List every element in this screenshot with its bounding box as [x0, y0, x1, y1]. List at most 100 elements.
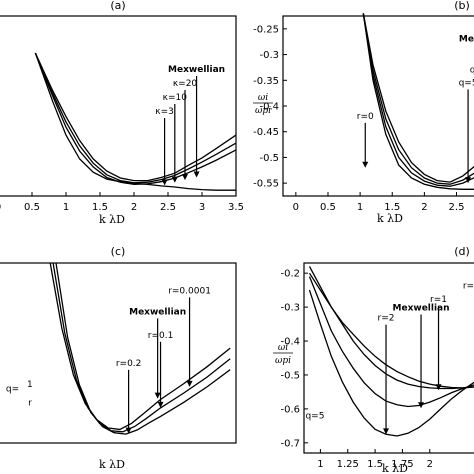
x-axis-label-c: k λD [99, 458, 125, 471]
x-tick-label-a-5: 2.5 [160, 202, 176, 213]
y-tick-label-d-0: -0.2 [280, 269, 300, 280]
curve-a-3 [34, 52, 237, 186]
annotations-b: Mex q q=5 r=0 [357, 35, 474, 184]
y-tick-label-b-4: -0.45 [253, 127, 279, 138]
x-tick-label-a-2: 1 [63, 202, 69, 213]
plot-frame-d [303, 262, 474, 454]
x-tick-label-a-7: 3.5 [228, 202, 244, 213]
annotation-arrowhead-a-0 [193, 171, 200, 178]
y-tick-label-d-1: -0.3 [280, 303, 300, 314]
curve-d-3 [308, 289, 474, 437]
axis-ticks-d: 1 1.25 1.5 1.75 2 -0.2 -0.3 -0.4 -0.5 -0.6 -0.7 [280, 269, 432, 470]
panel-d: (d) 1 1.25 1.5 1.75 2 -0.2 -0.3 -0.4 -0.5 -0.6 -0.… [273, 245, 474, 474]
curves-d [308, 266, 474, 437]
panel-label-c: (c) [111, 245, 126, 258]
curve-c-2 [52, 262, 231, 433]
x-tick-label-d-1: 1.25 [337, 459, 359, 470]
x-tick-label-d-2: 1.5 [367, 459, 383, 470]
curve-d-4 [308, 272, 474, 389]
annotation-d-4: q=5 [305, 411, 324, 421]
curve-d-1 [308, 266, 474, 390]
y-tick-label-b-6: -0.55 [253, 179, 279, 190]
annotation-arrowhead-b-2 [465, 177, 472, 184]
y-tick-label-d-5: -0.7 [280, 438, 300, 449]
y-tick-label-b-3: -0.4 [259, 102, 279, 113]
annotation-c-1: r=0.0001 [168, 286, 211, 296]
x-tick-label-b-0: 0 [293, 202, 299, 213]
x-axis-label-d: k λD [382, 462, 408, 474]
x-tick-label-a-1: 0.5 [24, 202, 40, 213]
annotation-c-4: q= [6, 385, 19, 395]
x-tick-label-b-5: 2.5 [449, 202, 465, 213]
panel-c: (c) Mexwellian r=0.0001 r=0.1 r=0.2 q= 1 r k λ… [0, 245, 237, 471]
annotation-b-2: q=5 [459, 78, 474, 88]
annotation-d-1: r=0 [463, 281, 474, 291]
x-axis-label-a: k λD [99, 213, 125, 226]
x-tick-label-d-4: 2 [427, 459, 433, 470]
y-axis-label-num-d: ωi [278, 343, 288, 353]
x-tick-label-a-0: 0 [0, 202, 1, 213]
x-ticks-a: 0 0.5 1 1.5 2 2.5 3 3.5 [0, 192, 244, 213]
annotations-c: Mexwellian r=0.0001 r=0.1 r=0.2 q= 1 r [6, 286, 211, 434]
curve-b-2 [362, 13, 474, 185]
y-tick-label-d-3: -0.5 [280, 370, 300, 381]
curve-c-1 [49, 262, 231, 431]
curve-b-1 [362, 13, 474, 183]
curves-b [362, 13, 474, 190]
curve-d-2 [308, 276, 474, 408]
annotation-c-3: r=0.2 [116, 359, 142, 369]
x-axis-label-b: k λD [377, 212, 403, 225]
y-axis-label-num-b: ωi [258, 93, 268, 103]
annotation-arrowhead-a-1 [182, 174, 188, 181]
annotation-arrowhead-a-2 [171, 176, 178, 183]
annotations-a: Mexwellian κ=20 κ=10 κ=3 [155, 65, 225, 186]
panel-label-d: (d) [454, 245, 470, 258]
annotation-c-0: Mexwellian [129, 307, 186, 317]
panel-a: (a) 0 0.5 1 1.5 2 2.5 3 3.5 Mexwellian κ=20 κ=10 κ… [0, 0, 244, 226]
y-tick-label-b-5: -0.5 [259, 153, 279, 164]
annotation-c-2: r=0.1 [148, 331, 174, 341]
annotation-d-0: Mexwellian [393, 304, 450, 314]
annotation-arrowhead-d-3 [383, 428, 390, 435]
y-tick-label-b-2: -0.35 [253, 76, 279, 87]
annotation-arrowhead-c-2 [157, 401, 164, 408]
y-axis-label-den-b: ωpi [255, 106, 271, 116]
annotations-d: Mexwellian r=0 r=1 r=2 q=5 [305, 281, 474, 435]
annotation-a-2: κ=10 [163, 93, 188, 103]
panel-label-a: (a) [110, 0, 125, 12]
curve-a-1 [34, 52, 237, 182]
y-axis-label-den-d: ωpi [275, 356, 291, 366]
axis-ticks-b: 0 0.5 1 1.5 2 2.5 -0.25 -0.3 -0.35 -0.4 -0.45 -0.5 -… [253, 24, 464, 213]
y-tick-label-d-2: -0.4 [280, 337, 300, 348]
annotation-arrowhead-b-3 [362, 161, 369, 168]
x-tick-label-a-4: 2 [131, 202, 137, 213]
curves-a [34, 52, 237, 191]
annotation-d-2: r=1 [430, 295, 447, 305]
annotation-b-3: r=0 [357, 112, 374, 122]
curves-c [49, 262, 231, 435]
y-tick-label-b-0: -0.25 [253, 24, 279, 35]
annotation-a-3: κ=3 [155, 107, 174, 117]
annotation-b-0: Mex [459, 35, 474, 45]
curve-a-4 [34, 52, 236, 191]
x-tick-label-d-3: 1.75 [391, 459, 413, 470]
curve-b-4 [362, 13, 474, 190]
annotation-c-6: r [28, 399, 32, 409]
annotation-arrowhead-c-3 [125, 427, 132, 434]
panel-label-b: (b) [454, 0, 470, 12]
annotation-d-3: r=2 [378, 314, 395, 324]
curve-c-3 [55, 262, 231, 435]
y-tick-label-b-1: -0.3 [259, 50, 279, 61]
x-tick-label-b-3: 1.5 [384, 202, 400, 213]
y-tick-label-d-4: -0.6 [280, 404, 300, 415]
x-tick-label-a-3: 1.5 [92, 202, 108, 213]
annotation-c-5: 1 [27, 380, 33, 390]
plot-frame-a [0, 15, 237, 197]
curve-b-3 [362, 13, 474, 187]
x-tick-label-a-6: 3 [199, 202, 205, 213]
x-tick-label-d-0: 1 [317, 459, 323, 470]
annotation-arrowhead-c-0 [154, 392, 161, 399]
panel-b: (b) 0 0.5 1 1.5 2 2.5 -0.25 -0.3 -0.35 -0.4 -0.45 -… [253, 0, 474, 225]
x-tick-label-b-4: 2 [421, 202, 427, 213]
